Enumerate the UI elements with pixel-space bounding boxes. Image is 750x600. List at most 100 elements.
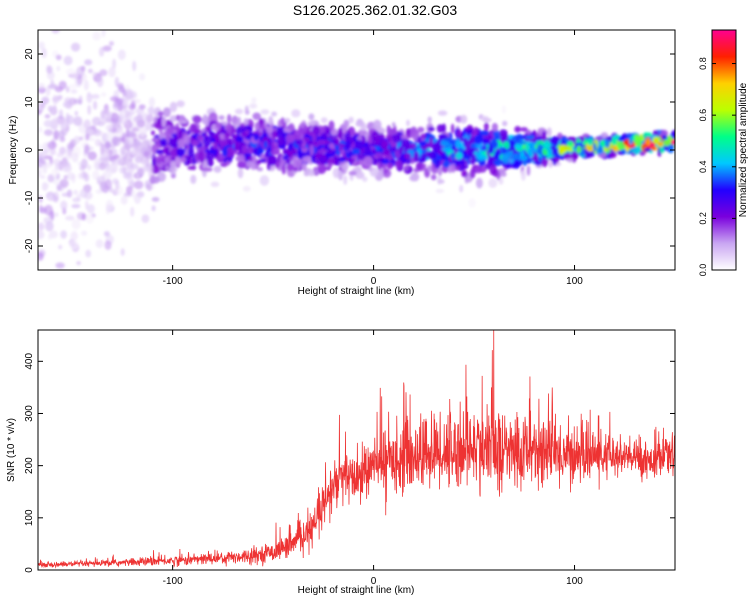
spectrogram-cell [427,164,432,172]
spectrogram-cell [171,156,176,161]
spectrogram-cell [451,163,456,173]
spectrogram-cell [73,116,83,126]
spectrogram-cell [259,175,270,186]
spectrogram-cell [111,136,122,147]
spectrogram-cell [65,100,73,110]
snr-axes: -100 0 100 0 100 200 300 400 [24,330,675,587]
spectrogram-cell [52,96,61,102]
spectrogram-cell [143,151,149,158]
spectrogram-cell [43,183,50,189]
colorbar-frame [711,29,737,271]
spectrogram-cell [563,154,573,159]
spectrogram-cell [667,144,675,154]
spectrogram-cell [88,137,95,142]
spectrogram-cell [505,161,512,169]
colorbar-tick-label: 0.2 [698,212,708,225]
spectrogram-cell [147,106,154,114]
spectrogram-cell [437,110,448,116]
spectrogram-cell [83,79,89,91]
spectrogram-cell [247,143,252,149]
spectrogram-cell [101,92,107,97]
spectrogram-cell [47,195,55,202]
spectrogram-cell [40,175,46,179]
spectrogram-cell [501,105,506,114]
spectrogram-cell [427,126,435,132]
spectrogram-cell [334,155,340,166]
spectrogram-cell [328,120,335,131]
spectrogram-cell [548,160,553,168]
spectrogram-cell [450,152,455,161]
x-tick-label: 100 [566,276,583,287]
spectrogram-cell [140,126,146,137]
spectrogram-cell [208,131,216,136]
spectrogram-cell [72,197,81,203]
spectrogram-cell [196,134,203,141]
spectrogram-cell [71,73,78,80]
spectrogram-cell [111,148,118,156]
spectrogram-cell [99,69,108,77]
spectrogram-cell [409,174,418,182]
spectrogram-cell [227,114,232,124]
spectrogram-cell [354,139,364,150]
spectrogram-cell [91,94,100,99]
spectrogram-cell [543,139,551,151]
spectrogram-cell [558,144,568,153]
spectrogram-cell [103,161,109,167]
spectrogram-cell [133,180,144,190]
spectrogram-cell [166,126,174,135]
spectrogram-cell [85,200,89,210]
spectrogram-cell [47,141,57,150]
spectrogram-cell [207,159,214,167]
spectrogram-cell [338,169,343,181]
spectrogram-cell [541,158,548,168]
spectrogram-cell [38,230,45,240]
spectrogram-cell [436,124,445,133]
spectrogram-cell [125,156,130,167]
spectrogram-cell [233,122,238,128]
snr-frame [37,329,676,571]
spectrogram-cell [498,177,504,185]
spectrogram-cell [59,136,66,143]
spectrogram-cell [151,176,160,184]
spectrogram-cell [114,128,124,139]
spectrogram-cell [294,138,304,146]
spectrogram-cell [59,146,66,155]
spectrogram-cell [111,129,117,134]
spectrogram-cell [398,146,404,154]
spectrogram-cell [495,158,502,167]
spectrogram-cell [386,153,394,161]
spectrogram-cell [70,89,78,94]
spectrogram-cell [144,180,150,189]
spectrogram-cell [391,122,396,127]
spectrogram-cell [348,116,354,124]
spectrogram-cell [99,181,106,192]
spectrogram-cell [616,141,626,151]
spectrogram-cell [44,114,51,119]
spectrogram-cell [457,147,464,153]
spectrogram-cell [123,98,129,108]
spectrogram-cell [234,142,239,152]
spectrogram-cell [134,193,141,204]
spectrogram-cell [78,95,83,105]
spectrogram-cell [253,133,259,141]
spectrogram-cell [475,177,483,189]
spectrogram-cell [40,102,46,109]
y-tick-label: 20 [24,48,35,60]
spectrogram-cell [435,159,441,164]
spectrogram-cell [645,137,651,146]
spectrogram-cell [380,140,389,150]
spectrogram-cell [308,131,315,136]
spectrogram-cell [38,157,46,164]
spectrogram-cell [525,135,535,140]
spectrogram-cell [183,134,191,145]
spectrogram-cell [513,159,521,169]
spectrogram-cell [79,165,86,171]
spectrogram-cell [489,164,497,176]
spectrogram-cell [357,154,365,160]
spectrogram-cell [395,159,403,169]
spectrogram-cell [459,184,464,193]
spectrogram-cell [493,129,500,138]
spectrogram-cell [609,150,617,159]
spectrogram-cell [330,128,338,136]
spectrogram-cell [282,155,289,161]
